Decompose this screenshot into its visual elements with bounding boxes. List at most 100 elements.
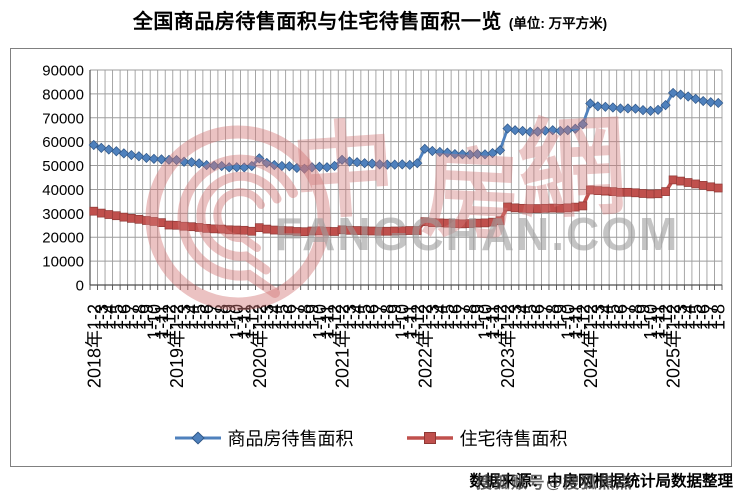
y-axis-label: 50000	[42, 158, 84, 175]
x-axis-label: 1-7	[370, 304, 390, 330]
x-axis-label: 1-3	[257, 304, 277, 330]
data-point-square	[119, 212, 129, 222]
data-point-square	[646, 189, 655, 199]
data-point-diamond	[607, 102, 618, 113]
data-point-diamond	[622, 103, 634, 114]
data-point-square	[495, 216, 505, 226]
chart-title-row: 全国商品房待售面积与住宅待售面积一览 (单位: 万平方米)	[0, 5, 740, 34]
data-point-diamond	[178, 156, 190, 167]
x-axis-label: 1-11	[649, 304, 669, 339]
data-point-diamond	[540, 125, 551, 136]
x-axis-label: 1-8	[543, 304, 563, 330]
x-axis-label: 1-3	[340, 304, 360, 330]
data-point-diamond	[472, 148, 483, 160]
sohu-watermark-text: 搜狐账号@搜狐焦点	[476, 475, 634, 492]
data-point-diamond	[464, 149, 476, 160]
x-axis-label: 1-6	[114, 304, 134, 330]
x-axis-label: 1-3	[92, 304, 112, 330]
x-axis-label: 1-4	[679, 304, 699, 330]
data-point-diamond	[367, 158, 378, 169]
data-point-square	[691, 179, 701, 189]
data-point-diamond	[389, 159, 400, 170]
data-point-diamond	[382, 159, 393, 170]
x-axis-label: 1-9	[302, 304, 322, 330]
x-axis-label: 1-6	[197, 304, 217, 330]
x-axis-label: 1-10	[641, 304, 661, 340]
data-point-diamond	[585, 98, 596, 109]
x-axis-label: 1-8	[129, 304, 149, 330]
data-point-diamond	[525, 126, 536, 137]
x-axis-label: 1-6	[528, 304, 548, 330]
x-axis-label: 1-8	[378, 304, 398, 330]
x-axis-label: 1-12	[160, 304, 180, 340]
legend-item-commercial: 商品房待售面积	[174, 425, 354, 451]
data-point-diamond	[570, 123, 581, 134]
data-point-diamond	[156, 154, 167, 165]
data-point-diamond	[419, 143, 430, 154]
data-point-diamond	[652, 104, 664, 115]
y-axis-label: 90000	[42, 63, 84, 80]
data-source-text: 数据来源：中房网根据统计局数据整理	[469, 473, 733, 490]
y-axis-label: 70000	[42, 110, 84, 127]
y-axis-label: 10000	[42, 254, 84, 271]
data-point-diamond	[141, 152, 152, 164]
x-axis-label: 1-4	[182, 304, 202, 330]
data-point-square	[713, 183, 723, 193]
title-unit-label: (单位: 万平方米)	[508, 16, 608, 31]
data-point-diamond	[126, 149, 137, 161]
x-axis-label: 1-8	[709, 304, 729, 330]
data-point-diamond	[284, 161, 295, 172]
x-axis-label: 1-4	[265, 304, 285, 330]
data-point-diamond	[668, 87, 679, 99]
data-point-diamond	[698, 95, 709, 107]
x-axis-label: 1-5	[272, 304, 292, 330]
x-axis-label: 1-9	[551, 304, 571, 330]
x-axis-label: 1-4	[430, 304, 450, 330]
x-axis-label: 1-9	[220, 304, 240, 330]
data-point-diamond	[336, 154, 348, 165]
data-point-diamond	[171, 154, 182, 166]
x-axis-label: 1-11	[152, 304, 172, 339]
data-point-diamond	[510, 125, 521, 136]
data-point-square	[638, 189, 648, 198]
data-point-square	[254, 223, 264, 233]
data-point-square	[706, 182, 716, 192]
x-axis-label: 1-12	[491, 304, 511, 340]
x-axis-label: 1-5	[107, 304, 127, 330]
data-point-diamond	[163, 154, 175, 165]
x-axis-label: 1-4	[348, 304, 368, 330]
data-point-diamond	[404, 159, 415, 170]
x-axis-label: 2020年1-2	[250, 304, 270, 388]
x-axis-label: 2022年1-2	[415, 304, 435, 388]
data-point-diamond	[434, 146, 445, 158]
data-point-square	[164, 220, 174, 230]
watermark-domain-text: FANGCHAN.COM	[275, 208, 680, 260]
data-point-diamond	[502, 123, 513, 134]
y-axis-label: 20000	[42, 230, 84, 247]
data-point-square	[96, 208, 106, 218]
x-axis-label: 1-11	[235, 304, 255, 339]
y-axis-label: 60000	[42, 134, 84, 151]
x-axis-label: 1-8	[460, 304, 480, 330]
y-axis-label: 80000	[42, 86, 84, 103]
x-axis-label: 1-11	[566, 304, 586, 339]
x-axis-label: 1-12	[242, 304, 262, 340]
data-point-diamond	[683, 91, 694, 102]
data-point-square	[89, 206, 99, 216]
x-axis-label: 1-5	[686, 304, 706, 330]
data-point-diamond	[457, 149, 468, 160]
data-point-diamond	[494, 145, 506, 156]
line-square-marker-icon	[406, 432, 453, 444]
data-point-diamond	[547, 125, 558, 136]
data-point-diamond	[224, 162, 235, 173]
data-point-diamond	[449, 148, 460, 160]
data-point-square	[232, 225, 242, 235]
x-axis-label: 1-12	[325, 304, 345, 340]
legend-label-commercial: 商品房待售面积	[227, 429, 354, 449]
data-point-diamond	[201, 159, 212, 171]
data-point-diamond	[412, 158, 423, 169]
x-axis-label: 1-9	[385, 304, 405, 330]
watermark-swirl-icon	[177, 154, 298, 298]
data-point-diamond	[645, 105, 656, 116]
x-axis-label: 2025年1-2	[664, 304, 684, 388]
